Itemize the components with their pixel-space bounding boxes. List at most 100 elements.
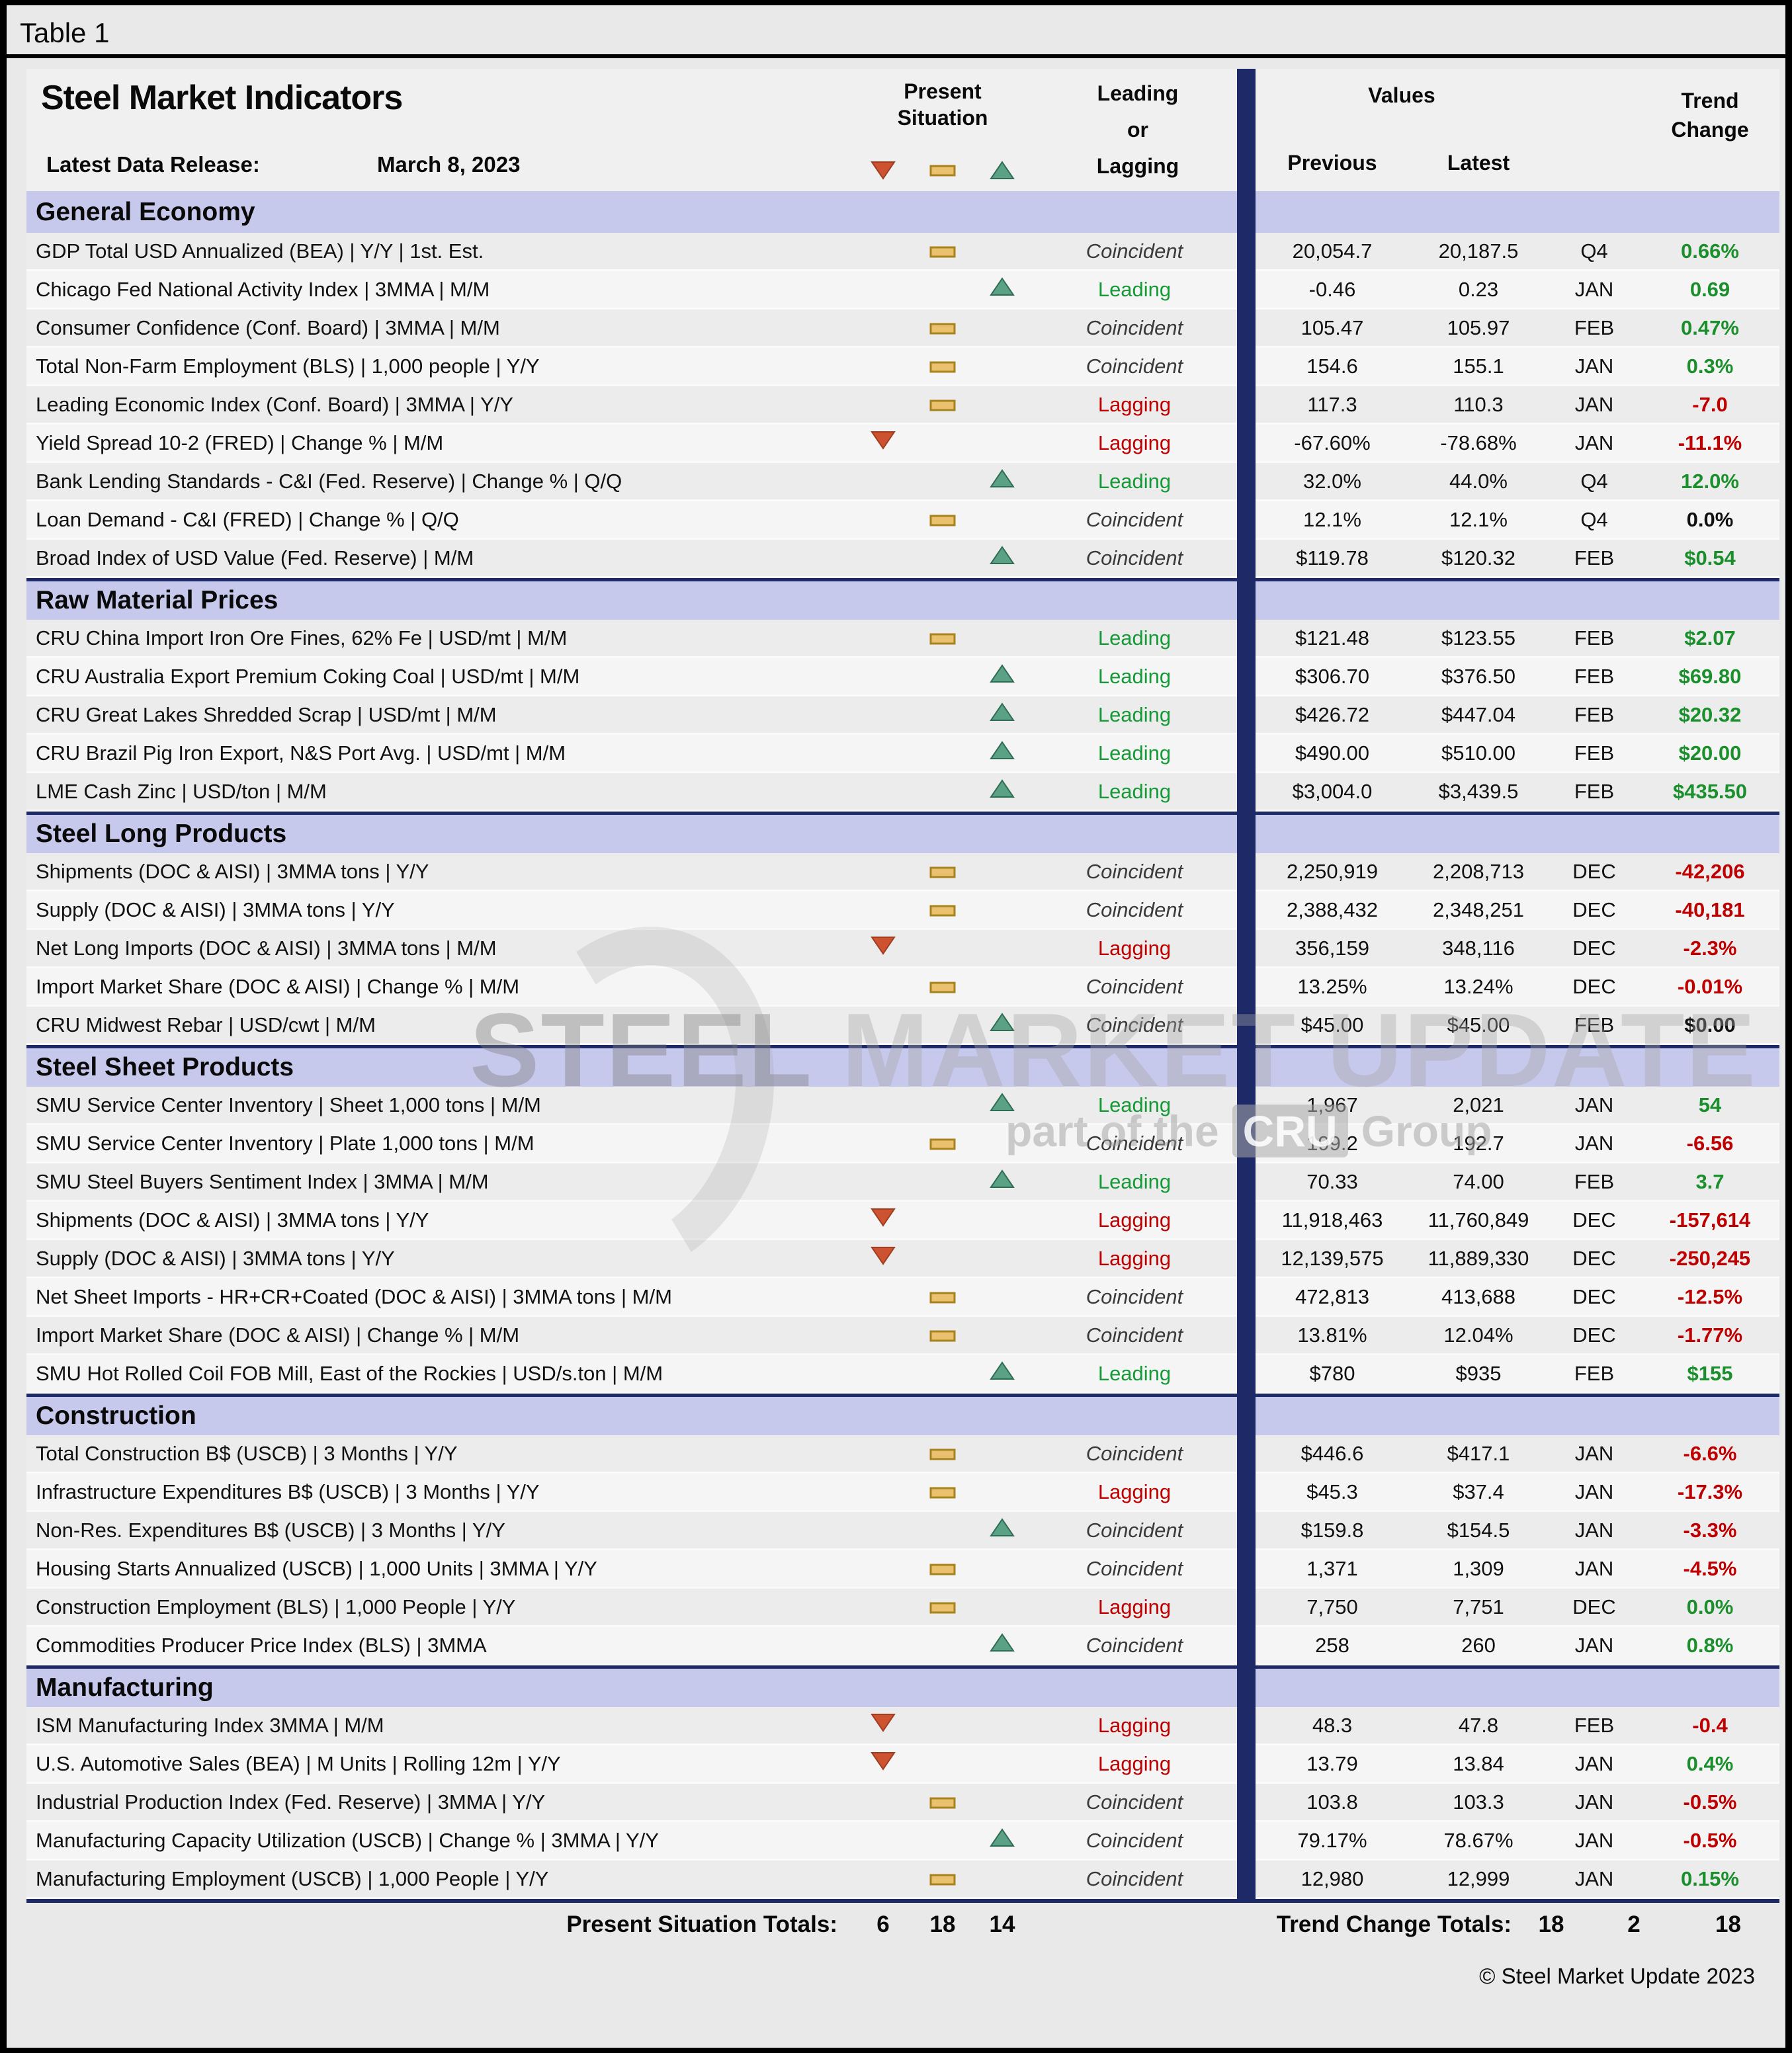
period-value: JAN <box>1574 1131 1614 1155</box>
latest-value: 413,688 <box>1441 1284 1516 1308</box>
indicator-name: Consumer Confidence (Conf. Board) | 3MMA… <box>36 315 500 339</box>
indicator-name: Import Market Share (DOC & AISI) | Chang… <box>36 1323 520 1347</box>
present-total-down: 6 <box>876 1911 890 1937</box>
present-situation-cell <box>913 393 972 417</box>
period-value: JAN <box>1574 1866 1614 1890</box>
table-row: Broad Index of USD Value (Fed. Reserve) … <box>26 540 1779 578</box>
table-row: Supply (DOC & AISI) | 3MMA tons | Y/Y Coi… <box>26 892 1779 930</box>
trend-change-value: 0.0% <box>1686 507 1734 531</box>
dash-icon <box>929 1480 956 1504</box>
down-triangle-icon <box>871 1713 896 1738</box>
period-value: FEB <box>1574 1169 1615 1193</box>
dash-icon <box>929 1323 956 1347</box>
previous-value: 2,250,919 <box>1287 859 1378 883</box>
period-value: Q4 <box>1580 469 1608 493</box>
trend-change-value: -2.3% <box>1683 936 1737 960</box>
bottom-divider <box>26 1899 1779 1903</box>
period-value: FEB <box>1574 1361 1615 1385</box>
dash-icon <box>929 898 956 922</box>
table-row: Shipments (DOC & AISI) | 3MMA tons | Y/Y… <box>26 1202 1779 1240</box>
indicator-name: Leading Economic Index (Conf. Board) | 3… <box>36 392 514 416</box>
latest-value: $3,439.5 <box>1438 779 1519 803</box>
present-situation-cell <box>853 1713 913 1738</box>
leading-lagging-value: Leading <box>1097 469 1172 493</box>
dash-icon <box>929 626 956 650</box>
trend-change-value: $69.80 <box>1678 664 1742 688</box>
previous-value: 103.8 <box>1306 1790 1358 1814</box>
latest-value: 110.3 <box>1453 392 1504 416</box>
leading-lagging-value: Lagging <box>1097 392 1172 416</box>
indicator-name: Chicago Fed National Activity Index | 3M… <box>36 277 490 301</box>
present-situation-cell <box>913 1595 972 1619</box>
trend-change-value: -250,245 <box>1669 1246 1751 1270</box>
table-row: Loan Demand - C&I (FRED) | Change % | Q/… <box>26 501 1779 540</box>
table-row: Chicago Fed National Activity Index | 3M… <box>26 271 1779 310</box>
latest-value: 47.8 <box>1458 1713 1499 1737</box>
leading-lagging-value: Lagging <box>1097 1595 1172 1618</box>
leading-lagging-value: Coincident <box>1086 1866 1183 1890</box>
indicator-name: Construction Employment (BLS) | 1,000 Pe… <box>36 1595 516 1618</box>
latest-value: $120.32 <box>1441 546 1516 569</box>
latest-value: 44.0% <box>1449 469 1508 493</box>
period-value: DEC <box>1572 974 1616 998</box>
dash-icon <box>929 1790 956 1814</box>
previous-value: $3,004.0 <box>1292 779 1373 803</box>
trend-change-value: -17.3% <box>1677 1480 1743 1503</box>
leading-lagging-value: Coincident <box>1086 1131 1183 1155</box>
previous-value: 154.6 <box>1306 354 1358 378</box>
period-value: FEB <box>1574 1013 1615 1036</box>
section-header: General Economy <box>26 191 1779 233</box>
leading-lagging-value: Coincident <box>1086 1284 1183 1308</box>
top-divider <box>7 54 1785 58</box>
present-situation-cell <box>913 1557 972 1581</box>
trend-change-totals-label: Trend Change Totals: <box>1276 1911 1512 1937</box>
period-value: FEB <box>1574 702 1615 726</box>
trend-change-value: 0.15% <box>1681 1866 1739 1890</box>
table-row: Non-Res. Expenditures B$ (USCB) | 3 Mont… <box>26 1512 1779 1550</box>
indicator-name: Broad Index of USD Value (Fed. Reserve) … <box>36 546 474 569</box>
latest-value: $510.00 <box>1441 741 1516 765</box>
present-situation-totals-label: Present Situation Totals: <box>566 1911 837 1937</box>
indicator-name: Industrial Production Index (Fed. Reserv… <box>36 1790 546 1814</box>
previous-value: 70.33 <box>1306 1169 1358 1193</box>
latest-value: 78.67% <box>1443 1828 1514 1852</box>
period-value: FEB <box>1574 779 1615 803</box>
present-situation-cell <box>913 1323 972 1347</box>
section-title: Construction <box>36 1402 196 1430</box>
leading-lagging-value: Coincident <box>1086 1013 1183 1036</box>
present-situation-cell <box>853 936 913 960</box>
present-situation-cell <box>972 1013 1032 1037</box>
present-situation-cell <box>972 702 1032 727</box>
table-row: Import Market Share (DOC & AISI) | Chang… <box>26 968 1779 1007</box>
previous-value: 2,388,432 <box>1287 898 1378 921</box>
trend-change-value: $435.50 <box>1672 779 1748 803</box>
previous-value: 12.1% <box>1303 507 1361 531</box>
leading-lagging-value: Lagging <box>1097 1480 1172 1503</box>
indicator-name: Shipments (DOC & AISI) | 3MMA tons | Y/Y <box>36 859 429 883</box>
latest-value: 12.04% <box>1443 1323 1514 1347</box>
indicator-name: Non-Res. Expenditures B$ (USCB) | 3 Mont… <box>36 1518 505 1542</box>
table-row: CRU Australia Export Premium Coking Coal… <box>26 658 1779 696</box>
up-triangle-icon <box>990 1361 1015 1386</box>
leading-lagging-value: Leading <box>1097 1093 1172 1116</box>
up-triangle-icon <box>990 1169 1015 1194</box>
indicator-name: Supply (DOC & AISI) | 3MMA tons | Y/Y <box>36 1246 395 1270</box>
latest-value: 20,187.5 <box>1438 239 1519 263</box>
period-value: JAN <box>1574 1790 1614 1814</box>
present-situation-cell <box>972 1169 1032 1194</box>
period-value: JAN <box>1574 1518 1614 1542</box>
table-row: Bank Lending Standards - C&I (Fed. Reser… <box>26 463 1779 501</box>
present-situation-cell <box>913 1867 972 1891</box>
up-triangle-icon <box>990 277 1015 302</box>
table-row: GDP Total USD Annualized (BEA) | Y/Y | 1… <box>26 233 1779 271</box>
indicator-name: SMU Service Center Inventory | Plate 1,0… <box>36 1131 534 1155</box>
table-body: General Economy GDP Total USD Annualized … <box>26 191 1779 1899</box>
present-situation-cell <box>972 1828 1032 1853</box>
previous-value: 258 <box>1315 1633 1349 1657</box>
leading-lagging-value: Coincident <box>1086 859 1183 883</box>
period-value: DEC <box>1572 936 1616 960</box>
table-row: ISM Manufacturing Index 3MMA | M/M Laggin… <box>26 1707 1779 1745</box>
latest-value: 13.84 <box>1453 1751 1504 1775</box>
down-triangle-icon <box>871 161 896 183</box>
trend-change-header: Trend Change <box>1671 89 1749 142</box>
